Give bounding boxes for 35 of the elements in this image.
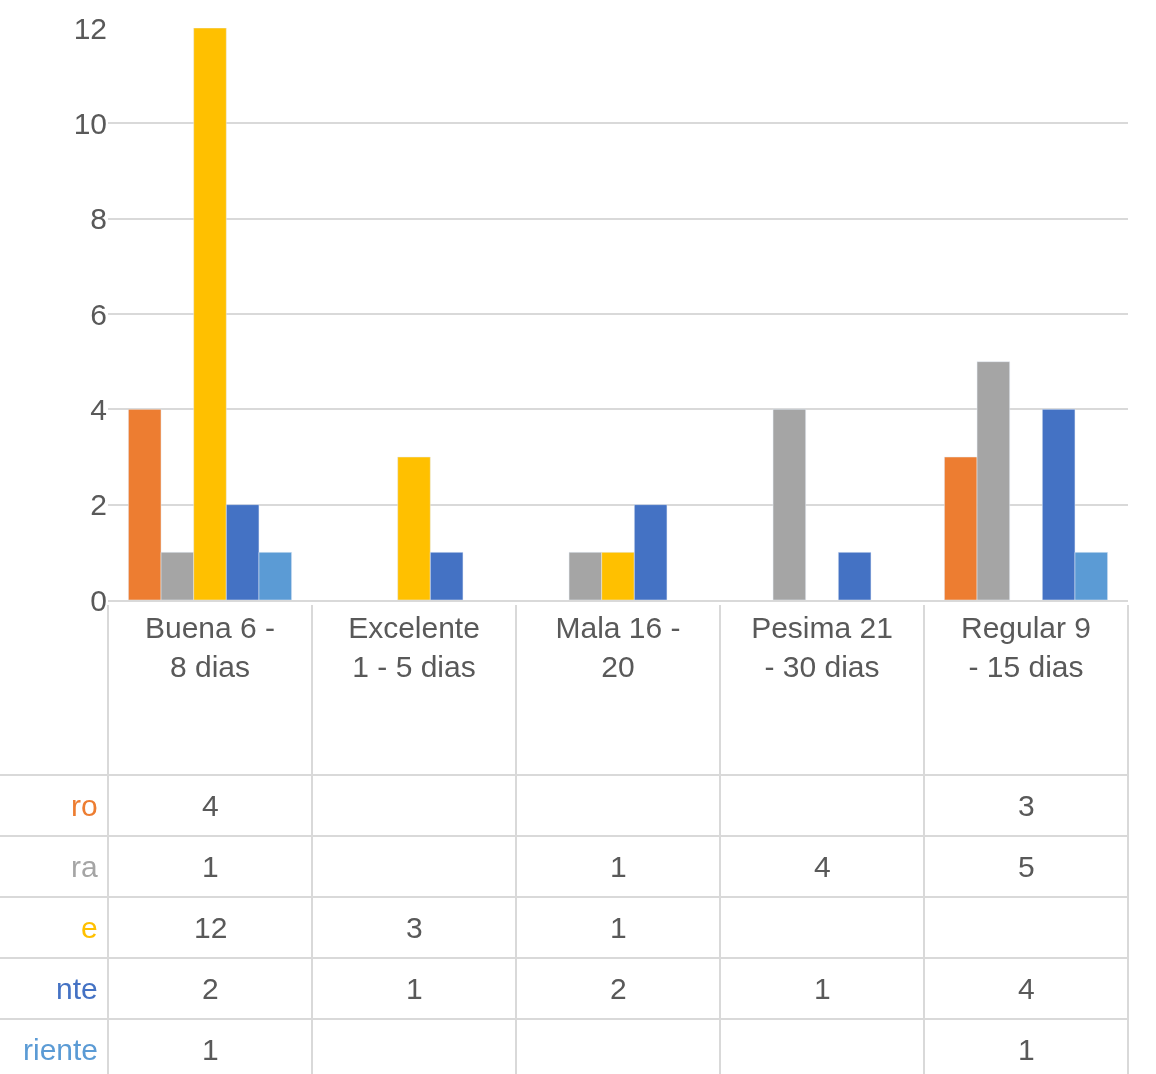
y-tick-label: 0 xyxy=(90,583,107,617)
data-label: 1 xyxy=(814,972,831,1005)
text: riente xyxy=(23,1033,99,1066)
data-label: 1 xyxy=(610,850,627,883)
x-tick-label: Mala 16 - 20 xyxy=(555,611,681,683)
x-tick-label: Excelente 1 - 5 dias xyxy=(348,611,480,683)
x-tick-label: Pesima 21 - 30 dias xyxy=(751,611,893,683)
data-label: 1 xyxy=(406,972,423,1005)
data-label: 1 xyxy=(202,1033,219,1066)
y-tick-label: 8 xyxy=(90,202,107,236)
bar xyxy=(772,409,806,600)
text: nte xyxy=(56,972,98,1005)
text: e xyxy=(81,911,98,944)
y-tick-label: 10 xyxy=(73,106,107,140)
data-label: 3 xyxy=(1018,789,1035,822)
y-tick-label: 6 xyxy=(90,297,107,331)
text: ra xyxy=(71,850,98,883)
data-label: 1 xyxy=(1018,1033,1035,1066)
data-label: 3 xyxy=(406,911,423,944)
text: ro xyxy=(71,789,98,822)
x-tick-label: Regular 9 - 15 dias xyxy=(960,611,1092,683)
data-label: 4 xyxy=(202,789,219,822)
y-tick-label: 2 xyxy=(90,488,107,522)
y-tick-label: 12 xyxy=(73,11,107,45)
bar xyxy=(838,552,872,600)
data-label: 1 xyxy=(202,850,219,883)
data-label: 12 xyxy=(194,911,228,944)
data-label: 5 xyxy=(1018,850,1035,883)
data-label: 1 xyxy=(610,911,627,944)
data-label: 4 xyxy=(1018,972,1035,1005)
data-label: 2 xyxy=(202,972,219,1005)
x-tick-label: Buena 6 - 8 dias xyxy=(144,611,276,683)
data-label: 4 xyxy=(814,850,831,883)
y-tick-label: 4 xyxy=(90,392,107,426)
data-label: 2 xyxy=(610,972,627,1005)
